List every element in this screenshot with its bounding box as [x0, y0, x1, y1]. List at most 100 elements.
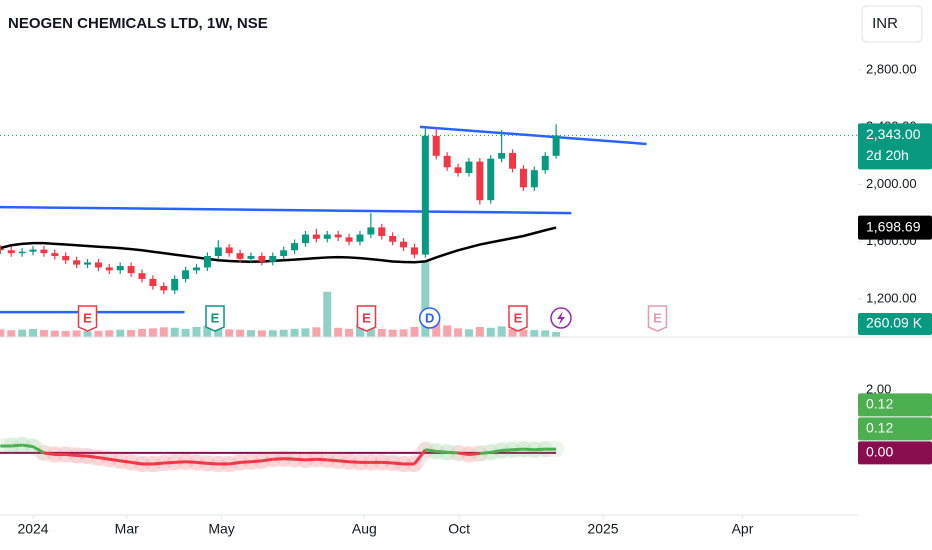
candle-body	[171, 278, 179, 291]
osc-segment	[32, 445, 45, 455]
volume-bar	[148, 328, 157, 337]
currency-button[interactable]	[861, 5, 923, 43]
volume-bar	[541, 330, 550, 337]
dividend-icon	[550, 307, 572, 329]
volume-bar	[497, 326, 506, 337]
volume-bar	[301, 328, 310, 337]
osc-segment	[468, 452, 480, 457]
osc-tag-bg	[858, 393, 932, 417]
candle-body	[18, 251, 26, 254]
osc-segment	[109, 457, 121, 463]
volume-bar	[530, 330, 539, 337]
osc-segment	[174, 460, 186, 464]
currency-label[interactable]: INR	[872, 15, 898, 32]
candle-body	[29, 249, 37, 252]
ma-tag: 1,698.69	[866, 218, 921, 234]
moving-average	[0, 226, 557, 264]
osc-segment	[305, 457, 317, 462]
osc-segment	[381, 460, 393, 465]
volume-bar	[181, 328, 190, 337]
candle-body	[552, 135, 560, 156]
volume-tag: 260.09 K	[866, 315, 923, 331]
volume-bar	[159, 327, 168, 337]
osc-segment	[283, 457, 295, 461]
volume-bar	[257, 330, 266, 337]
volume-bar	[268, 330, 277, 337]
plot-layer: 1,200.001,600.002,000.002,400.002,800.00…	[0, 61, 932, 537]
osc-segment	[21, 443, 34, 449]
osc-segment	[250, 459, 263, 464]
candle-body	[378, 227, 386, 236]
osc-segment	[338, 459, 350, 464]
volume-bar	[334, 327, 343, 337]
volume-bar	[366, 324, 375, 337]
osc-segment	[294, 457, 306, 462]
volume-bar	[0, 329, 5, 337]
volume-bar	[225, 329, 234, 337]
candle-body	[509, 152, 517, 169]
volume-bar	[116, 329, 125, 337]
y-tick-label: 2,000.00	[866, 176, 917, 191]
osc-segment	[163, 460, 175, 465]
osc-tag: 0.12	[866, 420, 893, 436]
candle-body	[203, 256, 211, 268]
volume-bar	[388, 329, 397, 337]
osc-segment	[523, 447, 535, 452]
candle-body	[465, 161, 473, 174]
osc-segment	[228, 460, 241, 466]
candle-body	[269, 256, 277, 262]
volume-bar	[475, 326, 484, 337]
candle-body	[84, 262, 92, 265]
volume-bar	[94, 330, 103, 337]
event-label: E	[83, 310, 92, 325]
candle-body	[530, 170, 538, 188]
candle-body	[291, 243, 299, 251]
osc-segment	[436, 449, 448, 454]
osc-segment	[196, 460, 208, 465]
candle-body	[476, 161, 484, 201]
candle-body	[421, 135, 429, 255]
osc-tag-bg	[858, 441, 932, 465]
candle-body	[410, 247, 418, 255]
x-tick-label: Oct	[448, 521, 470, 537]
osc-segment	[119, 459, 132, 464]
event-marker	[418, 307, 441, 329]
candle-body	[94, 262, 102, 268]
osc-segment	[207, 461, 219, 466]
candle-body	[225, 247, 233, 254]
volume-bar	[127, 330, 136, 337]
osc-tag: 0.12	[866, 396, 893, 412]
x-tick-label: 2025	[587, 521, 618, 537]
candle-body	[138, 273, 146, 279]
osc-segment	[392, 461, 404, 466]
osc-segment	[43, 451, 56, 456]
y-tick-label: 2,800.00	[866, 61, 917, 76]
event-label: D	[425, 310, 434, 325]
event-marker	[205, 305, 225, 332]
candle-body	[127, 266, 135, 274]
osc-segment	[413, 448, 427, 465]
volume-bar	[83, 331, 92, 337]
event-label: E	[514, 310, 523, 325]
candle-body	[454, 167, 462, 174]
osc-segment	[457, 451, 470, 456]
osc-segment	[425, 448, 437, 453]
volume-bar	[29, 328, 38, 337]
candle-body	[62, 256, 70, 261]
candle-body	[0, 248, 4, 251]
candle-body	[51, 253, 59, 257]
volume-bar	[519, 329, 528, 337]
candle-body	[73, 260, 81, 265]
osc-segment	[239, 460, 252, 464]
osc-segment	[272, 457, 284, 461]
x-tick-label: 2024	[17, 521, 48, 537]
chart-title: NEOGEN CHEMICALS LTD, 1W, NSE	[8, 15, 268, 32]
candle-body	[356, 234, 364, 242]
event-marker	[508, 305, 528, 332]
osc-segment	[512, 447, 524, 452]
volume-bar	[138, 328, 147, 337]
volume-bar	[279, 329, 288, 337]
osc-segment	[261, 457, 273, 463]
